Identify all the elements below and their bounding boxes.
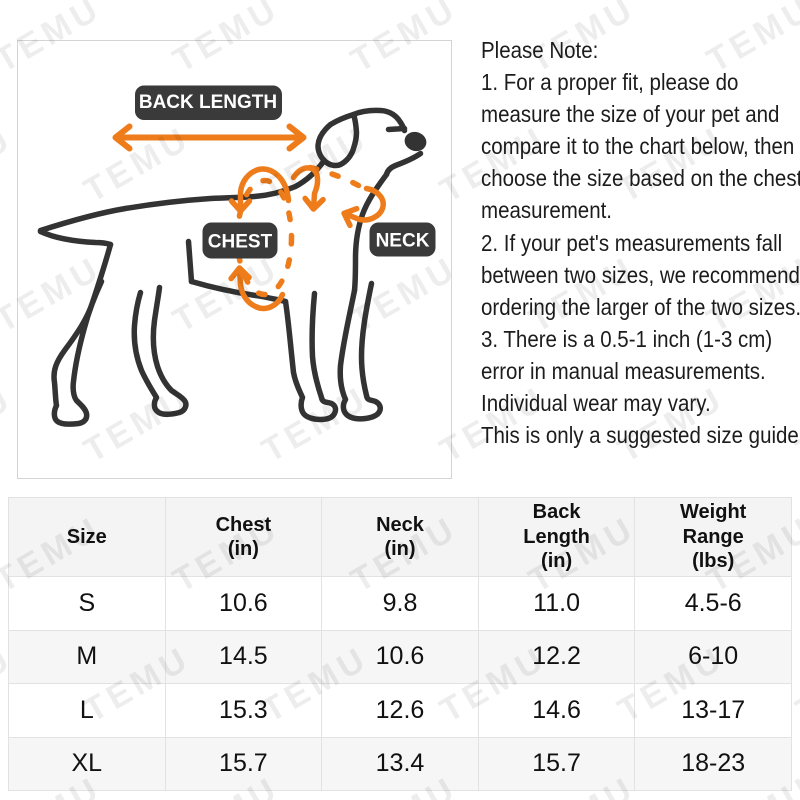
svg-text:CHEST: CHEST	[208, 232, 273, 253]
svg-text:NECK: NECK	[376, 231, 430, 252]
svg-text:BACK LENGTH: BACK LENGTH	[139, 92, 277, 113]
